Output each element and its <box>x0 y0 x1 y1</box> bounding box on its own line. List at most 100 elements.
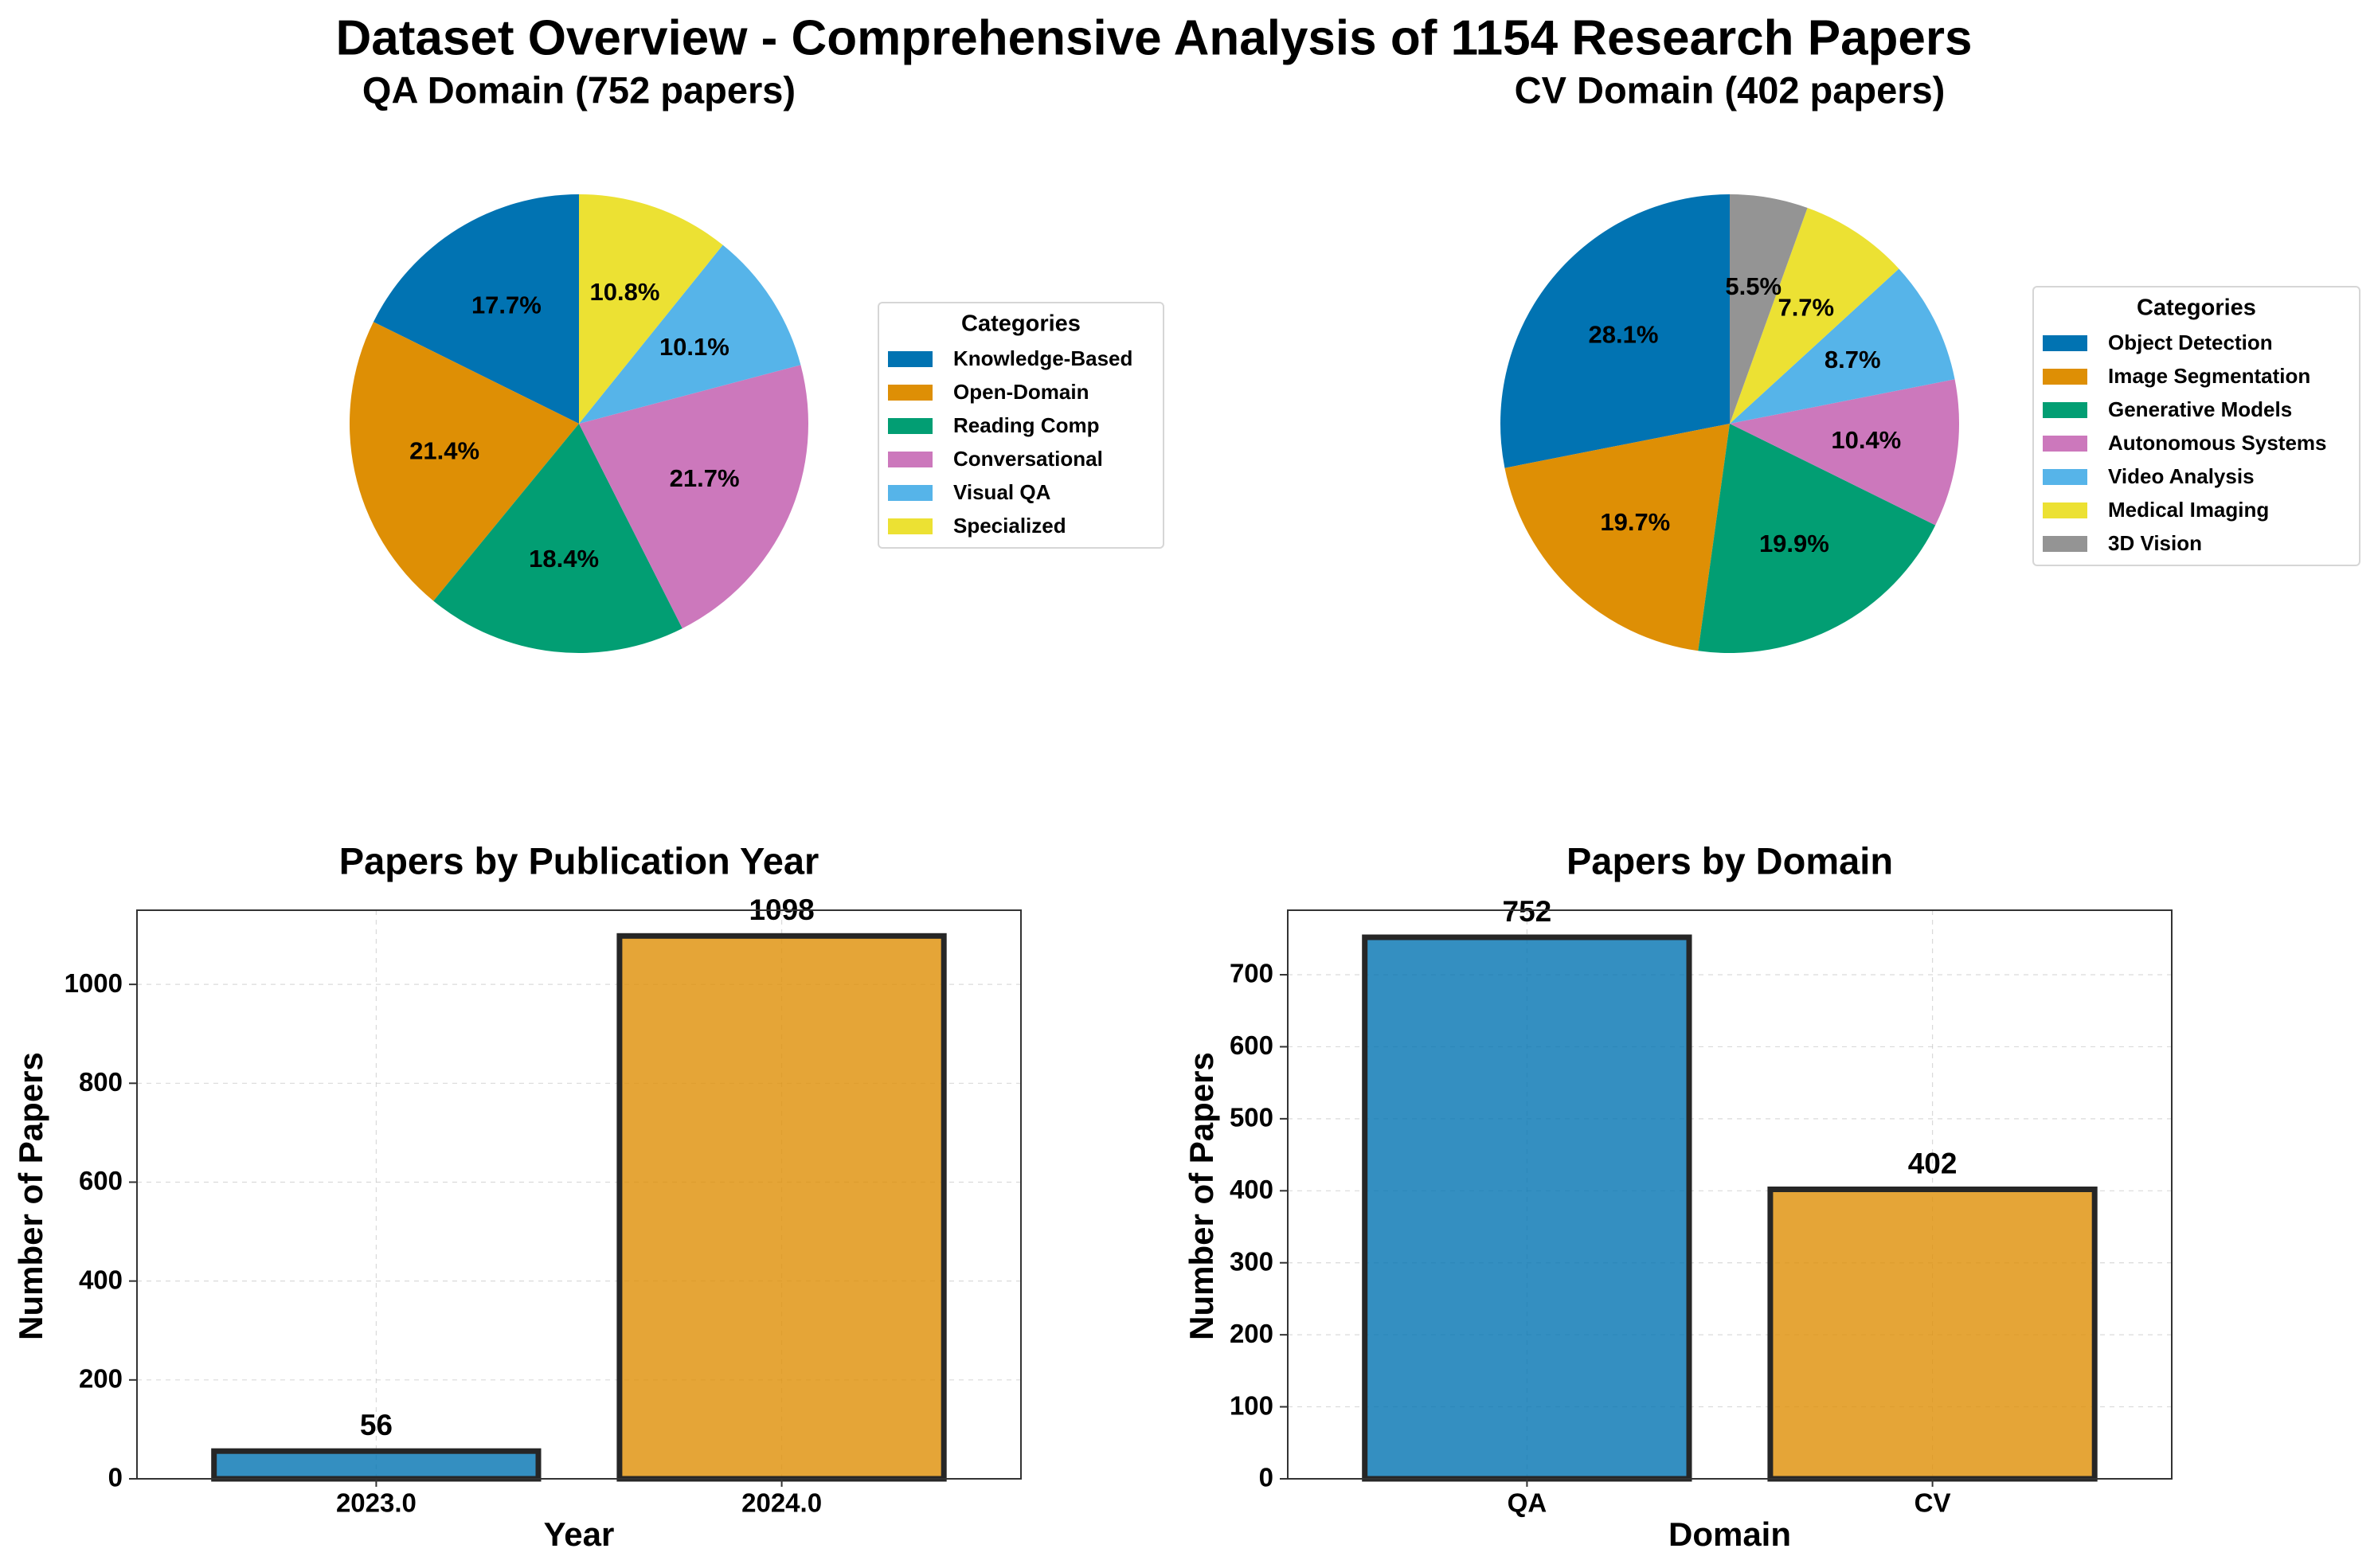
legend-swatch-visual-qa <box>888 485 933 501</box>
x-tick-label-2023-0: 2023.0 <box>336 1488 417 1518</box>
pie-pct-label-image-segmentation: 19.7% <box>1600 508 1670 536</box>
pie-slice-specialized <box>579 194 723 424</box>
y-tick-label: 1000 <box>65 968 123 998</box>
legend-swatch-specialized <box>888 518 933 534</box>
pie-pct-label-medical-imaging: 7.7% <box>1778 293 1834 321</box>
legend-label-medical-imaging: Medical Imaging <box>2108 498 2269 522</box>
cv-pie-panel: CV Domain (402 papers) 28.1% 19.7% 19.9% 10… <box>1500 68 2360 653</box>
pie-pct-label-visual-qa: 10.1% <box>659 333 729 361</box>
y-tick-label: 0 <box>1259 1463 1273 1492</box>
year-bar-ylabel: Number of Papers <box>12 1052 49 1340</box>
figure-title: Dataset Overview - Comprehensive Analysi… <box>335 10 1972 65</box>
legend-label-3d-vision: 3D Vision <box>2108 531 2202 555</box>
bar-2024-0 <box>616 933 947 1482</box>
year-bar-title: Papers by Publication Year <box>339 839 819 882</box>
qa-pie-legend: Categories Knowledge-Based Open-Domain Read… <box>878 302 1164 549</box>
legend-swatch-reading-comp <box>888 418 933 434</box>
bar-value-label-2023-0: 56 <box>360 1409 393 1441</box>
year-bar-xlabel: Year <box>544 1515 615 1553</box>
pie-pct-label-video-analysis: 8.7% <box>1825 346 1881 373</box>
bar-cv <box>1767 1187 2098 1482</box>
legend-swatch-video-analysis <box>2043 469 2087 485</box>
legend-swatch-generative-models <box>2043 402 2087 418</box>
domain-bar-ylabel: Number of Papers <box>1183 1052 1220 1340</box>
legend-swatch-knowledge-based <box>888 351 933 367</box>
bar-qa <box>1362 934 1692 1482</box>
legend-title: Categories <box>961 311 1081 337</box>
pie-pct-label-specialized: 10.8% <box>590 278 660 306</box>
pie-slice-3d-vision <box>1730 194 1808 424</box>
x-tick-label-qa: QA <box>1508 1488 1547 1518</box>
legend-label-image-segmentation: Image Segmentation <box>2108 364 2310 388</box>
domain-bar-panel: Papers by Domain 752 402 0 100 200 300 400 500 6… <box>1183 839 2173 1553</box>
y-tick-label: 500 <box>1230 1103 1273 1132</box>
pie-pct-label-3d-vision: 5.5% <box>1725 272 1782 300</box>
legend-frame <box>2032 286 2360 566</box>
pie-slice-generative-models <box>1698 424 1936 653</box>
domain-bar-title: Papers by Domain <box>1566 839 1893 882</box>
legend-title: Categories <box>2137 295 2256 321</box>
x-tick-label-cv: CV <box>1915 1488 1951 1518</box>
pie-slice-knowledge-based <box>373 194 579 424</box>
bar-2023-0 <box>211 1448 542 1482</box>
legend-label-specialized: Specialized <box>953 514 1066 538</box>
legend-label-generative-models: Generative Models <box>2108 397 2292 421</box>
pie-pct-label-generative-models: 19.9% <box>1759 530 1829 557</box>
legend-swatch-3d-vision <box>2043 536 2087 552</box>
legend-swatch-autonomous-systems <box>2043 436 2087 452</box>
pie-slice-conversational <box>579 365 808 629</box>
pie-slice-autonomous-systems <box>1730 379 1959 526</box>
legend-swatch-conversational <box>888 452 933 467</box>
qa-pie: 17.7% 21.4% 18.4% 21.7% 10.1% 10.8% <box>349 194 808 654</box>
legend-swatch-open-domain <box>888 385 933 401</box>
y-tick-label: 300 <box>1230 1246 1273 1276</box>
y-tick-label: 0 <box>108 1463 123 1492</box>
cv-pie: 28.1% 19.7% 19.9% 10.4% 8.7% 7.7%5.5% <box>1500 194 1959 653</box>
pie-pct-label-autonomous-systems: 10.4% <box>1831 426 1901 454</box>
legend-swatch-object-detection <box>2043 335 2087 351</box>
y-tick-label: 600 <box>1230 1030 1273 1060</box>
pie-slice-video-analysis <box>1730 268 1955 424</box>
pie-pct-label-conversational: 21.7% <box>670 464 740 492</box>
pie-pct-label-knowledge-based: 17.7% <box>471 291 542 319</box>
legend-label-knowledge-based: Knowledge-Based <box>953 346 1132 370</box>
pie-slice-object-detection <box>1500 194 1730 468</box>
axes-frame <box>1287 909 2173 1480</box>
legend-label-video-analysis: Video Analysis <box>2108 464 2255 488</box>
pie-pct-label-open-domain: 21.4% <box>409 436 479 464</box>
year-bar-panel: Papers by Publication Year 5610980200400… <box>12 839 1022 1553</box>
pie-slice-medical-imaging <box>1730 208 1899 424</box>
y-tick-label: 700 <box>1230 959 1273 988</box>
legend-label-autonomous-systems: Autonomous Systems <box>2108 431 2327 455</box>
legend-label-reading-comp: Reading Comp <box>953 413 1099 437</box>
qa-pie-title: QA Domain (752 papers) <box>362 68 796 111</box>
domain-bar-xlabel: Domain <box>1668 1515 1791 1553</box>
legend-label-open-domain: Open-Domain <box>953 380 1089 404</box>
y-tick-label: 400 <box>1230 1175 1273 1204</box>
legend-label-object-detection: Object Detection <box>2108 330 2273 354</box>
cv-pie-legend: Categories Object Detection Image Segmenta… <box>2032 286 2360 566</box>
y-tick-label: 400 <box>79 1265 123 1294</box>
x-tick-label-2024-0: 2024.0 <box>741 1488 822 1518</box>
y-tick-label: 600 <box>79 1166 123 1195</box>
legend-swatch-image-segmentation <box>2043 369 2087 385</box>
legend-swatch-medical-imaging <box>2043 502 2087 518</box>
pie-pct-label-object-detection: 28.1% <box>1589 320 1659 348</box>
legend-label-visual-qa: Visual QA <box>953 480 1051 504</box>
qa-pie-panel: QA Domain (752 papers) 17.7% 21.4% 18.4% 21… <box>349 68 1164 654</box>
pie-slice-open-domain <box>349 322 579 601</box>
pie-slice-visual-qa <box>579 244 801 424</box>
y-tick-label: 800 <box>79 1067 123 1097</box>
y-tick-label: 200 <box>1230 1319 1273 1348</box>
y-tick-label: 100 <box>1230 1390 1273 1420</box>
legend-label-conversational: Conversational <box>953 447 1103 471</box>
pie-slice-reading-comp <box>433 424 683 654</box>
bar-value-label-qa: 752 <box>1503 895 1552 928</box>
cv-pie-title: CV Domain (402 papers) <box>1515 68 1946 111</box>
pie-slice-image-segmentation <box>1504 424 1730 651</box>
legend-frame <box>878 302 1164 549</box>
domain-bar-chart: 752 402 0 100 200 300 400 500 600 700 QA CV <box>1230 895 2173 1518</box>
pie-pct-label-reading-comp: 18.4% <box>529 545 599 573</box>
